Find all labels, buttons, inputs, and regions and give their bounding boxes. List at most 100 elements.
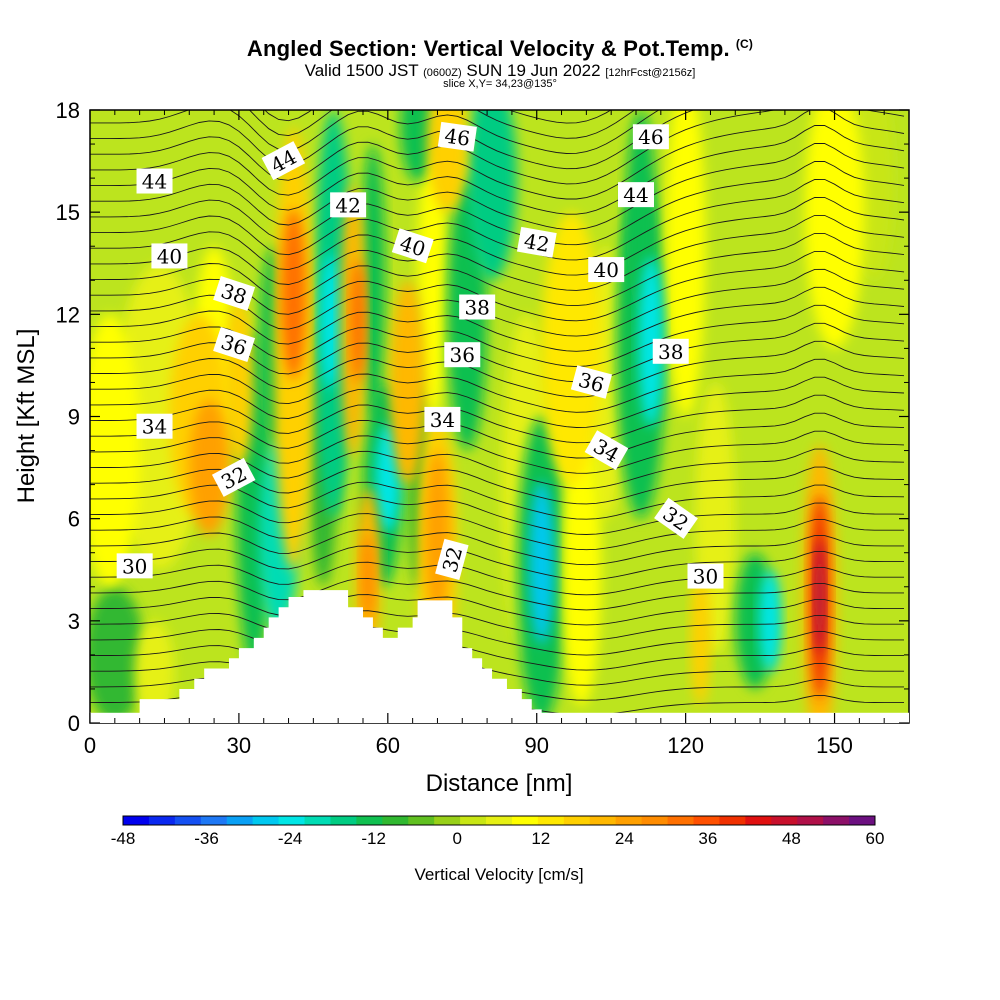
contour-label-box — [213, 275, 256, 311]
y-tick-label: 15 — [56, 200, 80, 225]
isentrope — [90, 626, 904, 656]
isentrope — [90, 448, 905, 490]
contour-label-text: 38 — [658, 340, 683, 364]
colorbar-swatch — [589, 816, 617, 825]
contour-label-box — [584, 430, 629, 470]
velocity-cell — [350, 259, 366, 383]
slice-info: slice X,Y= 34,23@135° — [443, 78, 557, 90]
isentrope — [90, 497, 905, 535]
velocity-cell — [375, 423, 401, 533]
colorbar-tick-label: 36 — [698, 829, 717, 848]
contour-label-box — [588, 257, 625, 283]
chart-title-mark: (C) — [735, 36, 754, 51]
colorbar-swatch — [849, 816, 876, 825]
isentrope — [90, 358, 905, 413]
x-tick-label: 0 — [84, 733, 96, 758]
isentrope — [90, 658, 904, 686]
velocity-cell — [690, 569, 711, 706]
colorbar-tick-label: 12 — [531, 829, 550, 848]
isentrope — [90, 110, 695, 170]
isentrope — [90, 340, 905, 398]
contour-label: 38 — [459, 294, 496, 320]
y-tick-label: 18 — [56, 98, 80, 123]
contour-label-box — [136, 168, 173, 194]
isentrope — [90, 196, 905, 276]
colorbar-swatch — [252, 816, 280, 825]
contour-label-box — [570, 365, 613, 399]
isentrope — [90, 513, 904, 551]
contour-label-box — [632, 124, 669, 150]
velocity-cell — [814, 539, 825, 655]
colorbar-swatch — [667, 816, 694, 825]
x-tick-label: 150 — [816, 733, 853, 758]
isentrope — [90, 430, 905, 474]
colorbar-swatch — [719, 816, 746, 825]
colorbar-swatch — [563, 816, 591, 825]
contour-label-text: 44 — [623, 183, 648, 207]
isentrope — [90, 286, 905, 352]
contour-label: 38 — [213, 275, 256, 311]
y-axis-label: Height [Kft MSL] — [13, 329, 40, 504]
contour-label-box — [330, 192, 367, 218]
isentrope — [90, 110, 660, 154]
contour-label: 46 — [437, 121, 477, 152]
velocity-cell — [467, 110, 517, 281]
contour-label: 40 — [151, 243, 188, 269]
colorbar-swatch — [382, 816, 409, 825]
contour-label-text: 36 — [450, 343, 475, 367]
isentrope — [90, 594, 904, 626]
velocity-cell — [804, 110, 865, 349]
valid-utc: (0600Z) — [423, 67, 462, 79]
isentrope — [264, 110, 612, 124]
contour-label-text: 42 — [522, 229, 551, 257]
y-tick-label: 12 — [56, 302, 80, 327]
contour-label: 30 — [687, 563, 724, 589]
contour-label-text: 46 — [443, 124, 472, 151]
velocity-cell — [320, 253, 341, 390]
colorbar-swatch — [745, 816, 772, 825]
colorbar-swatch — [486, 816, 513, 825]
contour-label-box — [618, 182, 654, 208]
isentrope — [90, 610, 904, 641]
velocity-cell — [90, 314, 140, 587]
velocity-cell — [638, 256, 664, 427]
colorbar-tick-label: 60 — [866, 829, 885, 848]
colorbar: -48 -36 -24 -12 0 12 24 36 48 60 — [111, 815, 885, 848]
contour-label: 44 — [618, 182, 654, 208]
colorbar-tick-label: -36 — [194, 829, 219, 848]
velocity-cell — [541, 212, 602, 485]
chart-title: Angled Section: Vertical Velocity & Pot.… — [0, 36, 1000, 62]
colorbar-swatch — [771, 816, 798, 825]
colorbar-swatch — [615, 816, 643, 825]
x-tick-label: 120 — [667, 733, 704, 758]
velocity-cell — [529, 481, 555, 645]
contour-label: 46 — [632, 124, 669, 150]
colorbar-swatch — [226, 816, 254, 825]
colorbar-tick-label: 24 — [615, 829, 634, 848]
colorbar-swatch — [200, 816, 228, 825]
contour-label-box — [391, 228, 434, 264]
isentrope — [90, 232, 905, 307]
isentrope — [90, 143, 905, 230]
contour-label-text: 38 — [464, 296, 489, 320]
contour-label-box — [687, 563, 724, 589]
velocity-cell — [561, 433, 602, 706]
colorbar-frame — [122, 815, 876, 826]
velocity-cell — [360, 144, 386, 417]
colorbar-swatch — [797, 816, 824, 825]
colorbar-tick-label: 0 — [452, 829, 461, 848]
colorbar-tick-label: -12 — [361, 829, 386, 848]
contour-label: 32 — [435, 538, 469, 581]
x-tick-label: 30 — [227, 733, 251, 758]
velocity-cell — [854, 110, 895, 281]
colorbar-swatch — [148, 816, 176, 825]
colorbar-swatch — [434, 816, 461, 825]
colorbar-swatch — [408, 816, 435, 825]
isentrope — [90, 110, 905, 185]
contour-label-box — [435, 538, 469, 581]
contour-label-text: 30 — [122, 554, 147, 578]
colorbar-title: Vertical Velocity [cm/s] — [414, 865, 583, 884]
contour-label-box — [116, 553, 153, 579]
contour-label: 38 — [652, 338, 689, 364]
